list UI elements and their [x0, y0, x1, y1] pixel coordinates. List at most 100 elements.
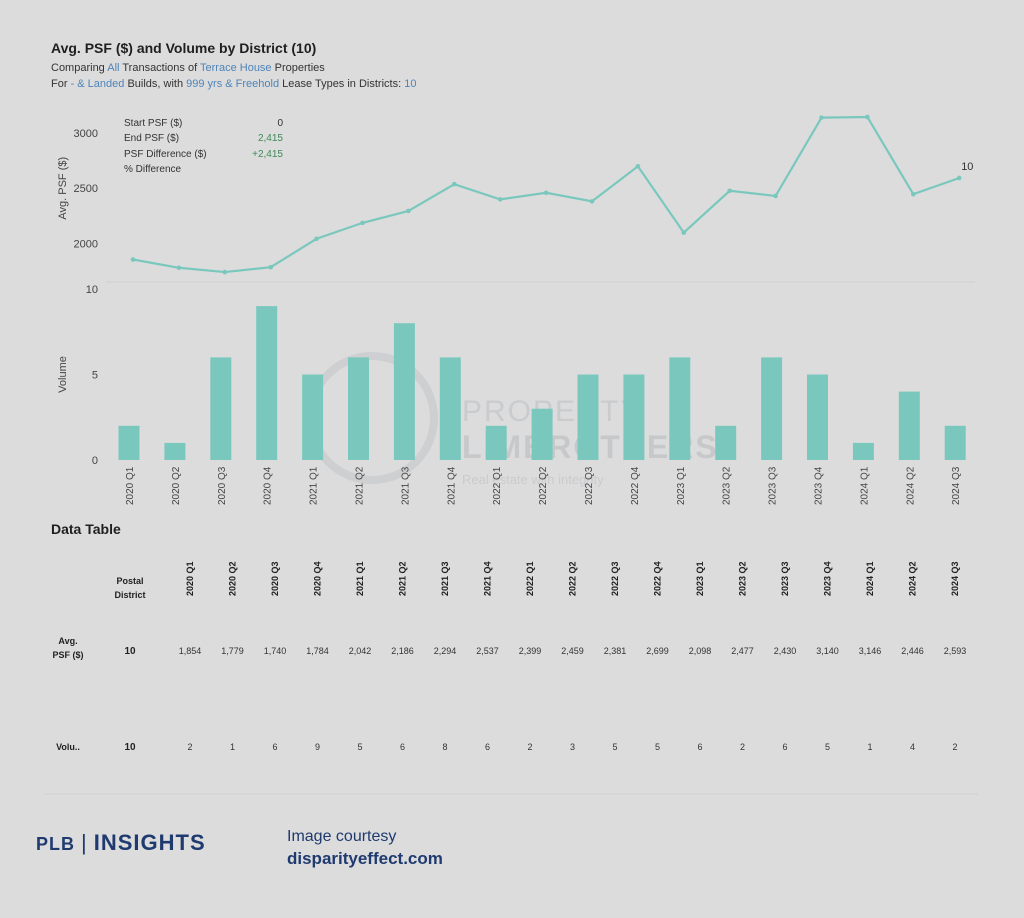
table-cell: 5	[825, 742, 830, 752]
filter-district[interactable]: 10	[404, 78, 417, 90]
table-cell: 2,098	[689, 646, 712, 656]
table-cell: 2,699	[646, 646, 669, 656]
table-col-header: 2021 Q1	[355, 561, 365, 596]
table-cell: 6	[782, 742, 787, 752]
table-cell: 3	[570, 742, 575, 752]
table-cell: 2,186	[391, 646, 414, 656]
x-tick-label: 2023 Q4	[814, 466, 825, 505]
filter-build-type[interactable]: - & Landed	[70, 78, 125, 90]
line-ytick-label: 2000	[74, 238, 98, 250]
table-cell: 6	[272, 742, 277, 752]
filter-property-type[interactable]: Terrace House	[200, 62, 272, 74]
courtesy-link[interactable]: disparityeffect.com	[287, 849, 443, 868]
table-col-header: 2024 Q2	[908, 561, 918, 596]
psf-point	[727, 188, 732, 194]
table-row-label-line2: PSF ($)	[52, 650, 83, 660]
subtitle-text: Comparing	[51, 62, 108, 74]
table-cell: 2,477	[731, 646, 754, 656]
table-cell: 1,740	[264, 646, 287, 656]
table-cell: 2,042	[349, 646, 372, 656]
volume-bar	[531, 408, 553, 460]
volume-bar	[577, 374, 599, 460]
table-cell: 4	[910, 742, 915, 752]
x-tick-label: 2024 Q3	[951, 466, 962, 505]
table-col-header: 2024 Q1	[865, 561, 875, 596]
table-col-header: 2023 Q3	[780, 561, 790, 596]
subtitle-text: Lease Types in Districts:	[279, 78, 405, 90]
x-tick-label: 2023 Q3	[768, 466, 779, 505]
summary-label: End PSF ($)	[124, 133, 179, 144]
table-row-label: Volu..	[56, 742, 80, 752]
volume-bar	[715, 425, 737, 460]
table-cell: 2	[740, 742, 745, 752]
table-cell: 1,854	[179, 646, 202, 656]
x-tick-label: 2020 Q2	[171, 466, 182, 505]
subtitle-text: Builds, with	[124, 78, 187, 90]
chart-canvas: PROPERTYLIMBROTHERSReal estate with inte…	[45, 114, 978, 795]
table-cell: 1	[867, 742, 872, 752]
filter-transactions[interactable]: All	[107, 62, 120, 74]
volume-bar	[485, 425, 507, 460]
table-corner-line2: District	[114, 590, 145, 600]
psf-point	[452, 181, 457, 187]
x-tick-label: 2023 Q1	[676, 466, 687, 505]
bar-ytick-label: 10	[86, 284, 98, 296]
table-cell: 3,140	[816, 646, 839, 656]
table-cell: 2,399	[519, 646, 542, 656]
volume-bar	[393, 323, 415, 460]
subtitle-text: Transactions of	[119, 62, 201, 74]
bar-ylabel: Volume	[57, 356, 69, 393]
psf-point	[956, 175, 962, 181]
plb-insights-logo: PLB | INSIGHTS	[36, 830, 206, 856]
table-cell: 1	[230, 742, 235, 752]
table-cell: 2,593	[944, 646, 967, 656]
courtesy-label: Image courtesy	[287, 828, 397, 845]
logo-name: INSIGHTS	[93, 830, 206, 855]
table-cell: 1,779	[221, 646, 244, 656]
summary-label: Start PSF ($)	[124, 118, 182, 129]
psf-point	[911, 191, 916, 197]
table-col-header: 2021 Q3	[440, 561, 450, 596]
psf-point	[406, 208, 411, 214]
psf-point	[176, 265, 182, 271]
psf-point	[773, 193, 778, 199]
series-end-label: 10	[961, 161, 973, 173]
table-cell: 3,146	[859, 646, 882, 656]
psf-point	[819, 115, 824, 120]
table-cell: 2,537	[476, 646, 499, 656]
x-tick-label: 2020 Q1	[125, 466, 136, 505]
x-tick-label: 2022 Q4	[630, 466, 641, 505]
x-tick-label: 2020 Q3	[217, 466, 228, 505]
table-col-header: 2023 Q1	[695, 561, 705, 596]
subtitle-text: Properties	[271, 62, 325, 74]
table-col-header: 2022 Q4	[653, 561, 663, 596]
psf-point	[130, 257, 136, 262]
filter-lease-type[interactable]: 999 yrs & Freehold	[186, 78, 280, 90]
summary-value: 0	[277, 118, 283, 129]
x-tick-label: 2024 Q1	[859, 466, 870, 505]
volume-bar	[852, 442, 874, 460]
chart-header: Avg. PSF ($) and Volume by District (10)…	[51, 40, 416, 92]
x-tick-label: 2021 Q1	[309, 466, 320, 505]
table-cell: 2,294	[434, 646, 457, 656]
volume-bar	[669, 357, 691, 460]
x-tick-label: 2024 Q2	[905, 466, 916, 505]
line-ylabel: Avg. PSF ($)	[57, 157, 69, 220]
line-ytick-label: 2500	[74, 183, 98, 195]
table-col-header: 2020 Q3	[270, 561, 280, 596]
table-col-header: 2022 Q3	[610, 561, 620, 596]
chart-title: Avg. PSF ($) and Volume by District (10)	[51, 40, 317, 56]
summary-value: +2,415	[252, 149, 283, 160]
table-cell: 2	[527, 742, 532, 752]
table-corner-line1: Postal	[116, 576, 143, 586]
subtitle-line-1: Comparing All Transactions of Terrace Ho…	[51, 60, 416, 76]
table-cell: 8	[442, 742, 447, 752]
volume-bar	[210, 357, 232, 460]
image-courtesy: Image courtesy disparityeffect.com	[287, 826, 443, 870]
table-cell: 2,381	[604, 646, 627, 656]
x-tick-label: 2020 Q4	[263, 466, 274, 505]
table-cell: 6	[697, 742, 702, 752]
psf-point	[360, 220, 365, 226]
subtitle-line-2: For - & Landed Builds, with 999 yrs & Fr…	[51, 76, 416, 92]
table-title: Data Table	[51, 521, 121, 537]
